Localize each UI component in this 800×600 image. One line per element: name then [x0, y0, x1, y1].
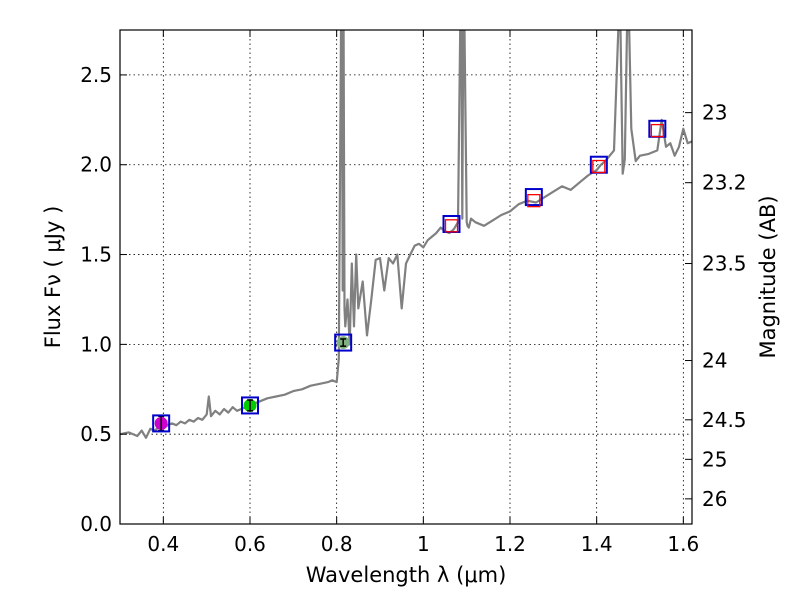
x-axis-title: Wavelength λ (μm): [306, 563, 507, 587]
y2-tick-label: 23.2: [702, 171, 747, 195]
x-tick-label: 0.4: [147, 532, 179, 556]
y2-tick-label: 24: [702, 349, 727, 373]
y-tick-label: 2.0: [80, 153, 112, 177]
plot-frame: [119, 29, 693, 525]
x-tick-label: 1.4: [581, 532, 613, 556]
marker-layer: [152, 119, 667, 433]
grid-lines: [120, 30, 692, 525]
red-square: [527, 194, 541, 208]
spectrum-line: [120, 30, 692, 439]
red-square: [444, 219, 459, 233]
model-square: [334, 333, 353, 352]
y-tick-label: 1.5: [80, 243, 112, 267]
x-tick-label: 1: [417, 532, 430, 556]
series-layer: [120, 30, 692, 439]
y-tick-label: 0.0: [80, 512, 112, 536]
y2-axis-title: Magnitude (AB): [756, 195, 780, 358]
y2-tick-label: 24.5: [702, 408, 747, 432]
y2-tick-label: 25: [702, 447, 727, 471]
y-tick-label: 0.5: [80, 422, 112, 446]
y-tick-label: 2.5: [80, 63, 112, 87]
x-tick-label: 0.6: [234, 532, 266, 556]
y-axis-title: Flux Fν ( μJy ): [41, 206, 65, 349]
model-square: [524, 188, 543, 207]
y2-tick-label: 26: [702, 487, 727, 511]
model-square: [241, 396, 259, 415]
y-tick-label: 1.0: [80, 332, 112, 356]
y2-tick-label: 23: [702, 101, 727, 125]
x-tick-label: 0.8: [321, 532, 353, 556]
y2-tick-label: 23.5: [702, 252, 747, 276]
x-tick-label: 1.6: [667, 532, 699, 556]
tick-layer: 0.4 0.6 0.8 1 1.2 1.4 1.6 0.0 0.5 1.0 1.5 2.0 2.5 23 2…: [80, 30, 747, 556]
x-tick-label: 1.2: [494, 532, 526, 556]
model-square: [152, 414, 171, 433]
red-square: [592, 159, 606, 174]
red-square: [650, 123, 664, 138]
